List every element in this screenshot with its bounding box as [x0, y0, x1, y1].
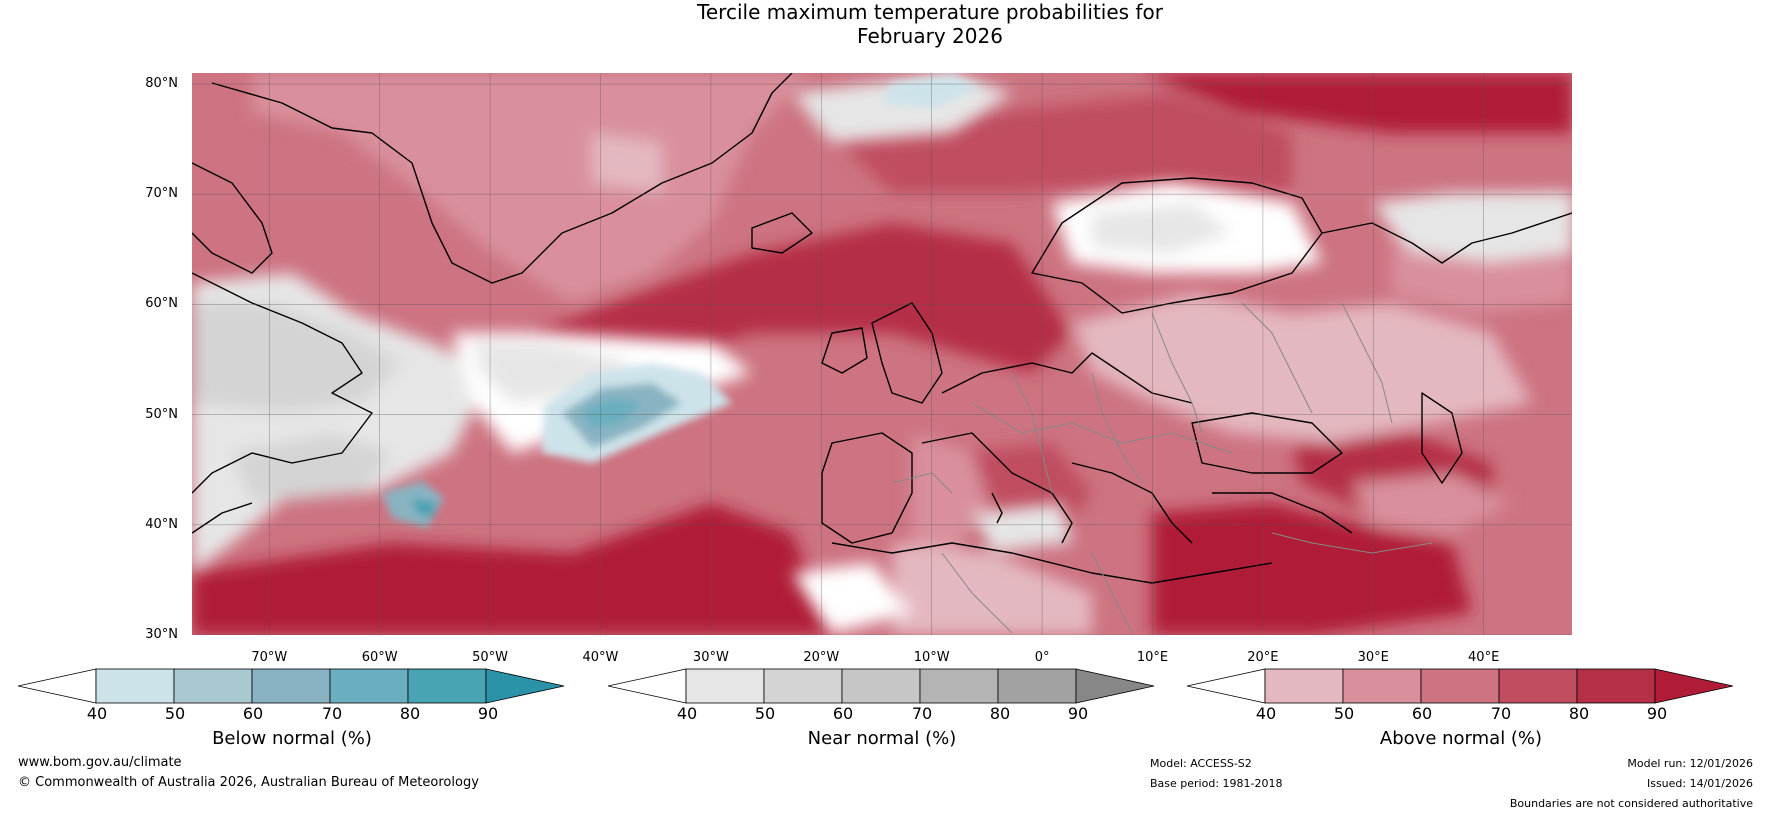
colorbar-below-normal-swatches [17, 668, 565, 704]
colorbar-tick: 60 [832, 704, 854, 723]
map-gridlines [192, 73, 1572, 635]
colorbar-tick: 70 [321, 704, 343, 723]
lat-label: 50°N [145, 406, 178, 422]
colorbar-swatch [997, 668, 1077, 704]
north-africa-coast [831, 542, 1273, 584]
lon-label: 20°W [803, 650, 840, 665]
map-title: Tercile maximum temperature probabilitie… [0, 0, 1770, 48]
colorbar-tick: 80 [989, 704, 1011, 723]
caspian-coast [1421, 392, 1463, 484]
colorbar-upper-extend [1654, 668, 1734, 704]
colorbar-swatch [685, 668, 765, 704]
country-borders [891, 302, 1433, 634]
balkans-coast [1071, 462, 1193, 544]
colorbar-swatch [841, 668, 921, 704]
colorbar-lower-extend [607, 668, 687, 704]
colorbar-above-normal-swatches [1186, 668, 1734, 704]
lon-label: 70°W [251, 650, 288, 665]
lat-label: 60°N [145, 296, 178, 312]
lon-label: 50°W [472, 650, 509, 665]
colorbar-swatch [329, 668, 409, 704]
probability-map [192, 73, 1572, 635]
labrador-coast [192, 272, 373, 494]
lon-label: 10°W [913, 650, 950, 665]
colorbar-swatch [1264, 668, 1344, 704]
colorbar-near-normal [607, 668, 1158, 708]
lon-label: 20°E [1247, 650, 1279, 665]
lat-label: 40°N [145, 516, 178, 532]
sardinia-coast [991, 492, 1003, 524]
russia-north-coast [1321, 212, 1572, 264]
colorbar-near-normal-swatches [607, 668, 1155, 704]
colorbar-swatch [1420, 668, 1500, 704]
colorbar-tick: 90 [1646, 704, 1668, 723]
colorbar-swatch [95, 668, 175, 704]
lon-label: 30°E [1357, 650, 1389, 665]
footer-copyright: © Commonwealth of Australia 2026, Austra… [18, 775, 479, 790]
lat-label: 30°N [145, 627, 178, 642]
colorbar-title-near-normal: Near normal (%) [807, 728, 957, 749]
italy-coast [921, 432, 1073, 544]
colorbar-swatch [407, 668, 487, 704]
lon-label: 40°E [1468, 650, 1500, 665]
greenland-coast [211, 73, 793, 284]
turkey-coast [1212, 492, 1353, 534]
colorbar-upper-extend [1075, 668, 1155, 704]
lon-label: 10°E [1136, 650, 1169, 665]
colorbar-below-normal [17, 668, 568, 708]
colorbar-swatch [1342, 668, 1422, 704]
colorbar-tick: 70 [1490, 704, 1512, 723]
north-europe-coast [941, 352, 1193, 404]
ireland-coast [821, 327, 868, 374]
colorbar-tick: 40 [86, 704, 108, 723]
map-title-line-1: Tercile maximum temperature probabilitie… [697, 0, 1163, 24]
map-canvas [192, 73, 1572, 635]
colorbar-lower-extend [1186, 668, 1266, 704]
colorbar-title-below-normal: Below normal (%) [212, 728, 372, 749]
below-normal-contours [382, 75, 982, 528]
colorbar-swatch [919, 668, 999, 704]
iceland-coast [751, 212, 813, 254]
lon-label: 40°W [582, 650, 619, 665]
colorbar-tick: 50 [1333, 704, 1355, 723]
colorbar-tick: 90 [477, 704, 499, 723]
colorbar-swatch [173, 668, 253, 704]
colorbar-title-above-normal: Above normal (%) [1379, 728, 1543, 749]
colorbar-tick: 80 [399, 704, 421, 723]
colorbar-tick: 50 [164, 704, 186, 723]
colorbar-tick: 40 [676, 704, 698, 723]
colorbar-swatch [251, 668, 331, 704]
colorbar-tick: 60 [1411, 704, 1433, 723]
colorbar-above-normal [1186, 668, 1737, 708]
colorbar-swatch [1576, 668, 1656, 704]
lat-label: 70°N [145, 186, 178, 202]
colorbar-tick: 60 [242, 704, 264, 723]
colorbar-tick: 40 [1255, 704, 1277, 723]
footer-issued: Issued: 14/01/2026 [1646, 777, 1753, 790]
colorbar-swatch [1498, 668, 1578, 704]
coastlines [192, 73, 1572, 584]
colorbar-swatch [763, 668, 843, 704]
colorbar-lower-extend [17, 668, 97, 704]
colorbar-tick: 50 [754, 704, 776, 723]
footer-website: www.bom.gov.au/climate [18, 755, 182, 770]
lat-label: 80°N [145, 76, 178, 92]
lon-label: 30°W [692, 650, 729, 665]
footer-disclaimer: Boundaries are not considered authoritat… [1509, 797, 1753, 810]
colorbar-tick: 90 [1067, 704, 1089, 723]
map-title-line-2: February 2026 [857, 24, 1003, 48]
footer-model: Model: ACCESS-S2 [1150, 757, 1252, 770]
lon-label: 60°W [361, 650, 398, 665]
colorbar-upper-extend [485, 668, 565, 704]
colorbar-tick: 80 [1568, 704, 1590, 723]
iberia-coast [821, 432, 913, 544]
great-britain-coast [871, 302, 943, 404]
lon-label: 0° [1034, 650, 1050, 665]
baffin-coast [192, 162, 273, 274]
footer-model-run: Model run: 12/01/2026 [1627, 757, 1753, 770]
footer-base-period: Base period: 1981-2018 [1150, 777, 1283, 790]
colorbar-tick: 70 [911, 704, 933, 723]
us-coast [192, 502, 253, 534]
